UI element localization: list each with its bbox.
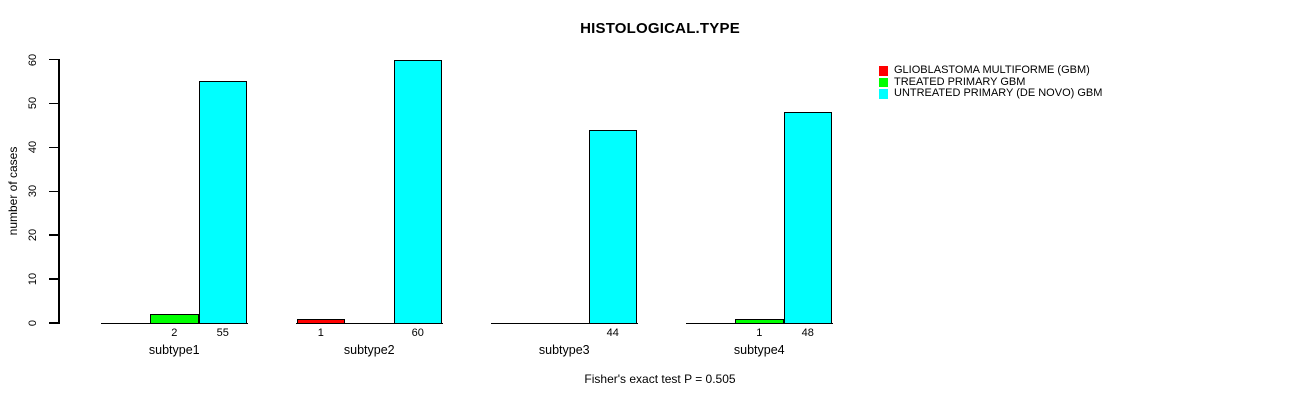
- bar-subtype3-series3: [588, 129, 637, 324]
- y-axis-tick-label: 50: [27, 97, 39, 110]
- category-label-subtype2: subtype2: [343, 342, 395, 357]
- y-axis-tick: [48, 190, 59, 192]
- legend: GLIOBLASTOMA MULTIFORME (GBM) TREATED PRI…: [878, 64, 1103, 100]
- legend-swatch-series2: [878, 77, 888, 88]
- legend-label: GLIOBLASTOMA MULTIFORME (GBM): [894, 64, 1090, 77]
- y-axis-line: [58, 59, 60, 324]
- y-axis-tick-label: 10: [27, 272, 39, 286]
- category-label-subtype4: subtype4: [733, 342, 785, 357]
- y-axis-tick-label: 20: [27, 229, 39, 242]
- y-axis-tick: [48, 278, 59, 280]
- x-axis-baseline: [490, 322, 638, 324]
- bar-value-label: 60: [411, 326, 424, 339]
- bar-subtype1-series3: [198, 81, 247, 324]
- bar-subtype1-series2: [150, 314, 199, 324]
- legend-swatch-series3: [878, 89, 888, 99]
- bar-value-label: 48: [801, 326, 814, 339]
- y-axis-tick-label: 40: [27, 141, 39, 154]
- bar-value-label: 1: [317, 326, 324, 339]
- bar-value-label: 2: [171, 326, 178, 339]
- bar-value-label: 55: [216, 326, 229, 339]
- bar-value-label: 44: [606, 326, 619, 339]
- legend-item: GLIOBLASTOMA MULTIFORME (GBM): [878, 64, 1103, 77]
- bar-subtype4-series2: [735, 318, 784, 324]
- bar-value-label: 1: [756, 326, 763, 339]
- y-axis-tick: [48, 58, 59, 61]
- y-axis-title: number of cases: [6, 146, 20, 236]
- y-axis-tick-label: 0: [27, 319, 39, 327]
- x-axis-baseline: [295, 322, 443, 324]
- chart-title: HISTOLOGICAL.TYPE: [580, 20, 740, 37]
- bar-subtype2-series3: [393, 59, 442, 324]
- bar-subtype4-series3: [783, 112, 832, 324]
- y-axis-tick: [48, 146, 59, 149]
- legend-swatch-series1: [878, 66, 888, 76]
- y-axis-tick-label: 60: [27, 53, 39, 66]
- legend-item: UNTREATED PRIMARY (DE NOVO) GBM: [878, 87, 1103, 100]
- legend-label: TREATED PRIMARY GBM: [894, 75, 1026, 88]
- y-axis-tick: [48, 102, 59, 105]
- category-label-subtype1: subtype1: [148, 342, 200, 357]
- y-axis-tick-label: 30: [27, 185, 39, 198]
- caption-text: Fisher's exact test P = 0.505: [584, 372, 736, 386]
- category-label-subtype3: subtype3: [538, 342, 590, 357]
- bar-subtype2-series1: [296, 318, 345, 324]
- y-axis-tick: [48, 322, 59, 324]
- legend-label: UNTREATED PRIMARY (DE NOVO) GBM: [894, 87, 1103, 100]
- y-axis-tick: [48, 234, 59, 236]
- legend-item: TREATED PRIMARY GBM: [878, 75, 1103, 88]
